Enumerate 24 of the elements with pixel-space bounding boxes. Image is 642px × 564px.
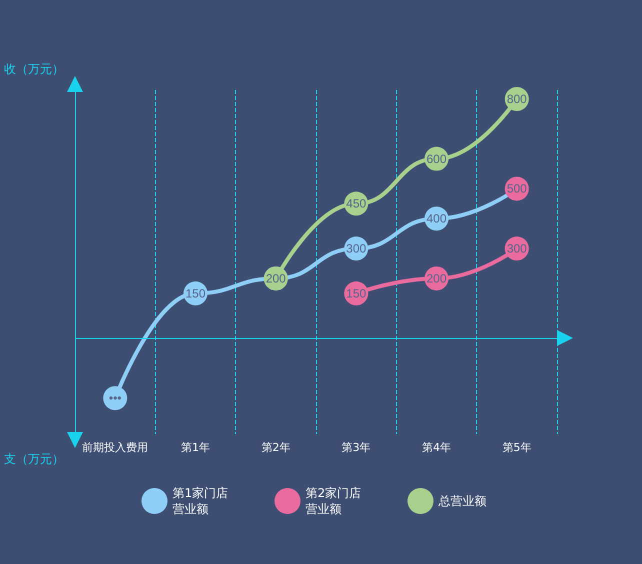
x-tick-label: 第5年 <box>502 441 532 454</box>
legend-label: 第1家门店营业额 <box>172 486 228 516</box>
x-tick-label: 第2年 <box>261 441 290 454</box>
x-tick-label: 前期投入费用 <box>82 441 148 454</box>
data-label: 300 <box>346 242 366 256</box>
data-label: 200 <box>266 271 286 286</box>
point <box>103 386 128 410</box>
x-tick-label: 第3年 <box>342 441 371 454</box>
legend-label: 第2家门店营业额 <box>306 486 362 516</box>
legend-label: 总营业额 <box>438 494 486 508</box>
x-tick-label: 第1年 <box>181 441 210 454</box>
x-tick-label: 第4年 <box>422 441 451 454</box>
data-label: 150 <box>185 286 206 300</box>
data-label: 150 <box>346 286 366 300</box>
y-axis-title: 收（万元） <box>4 62 64 76</box>
data-label: 200 <box>426 271 447 286</box>
data-label: 450 <box>346 196 366 211</box>
data-label: ••• <box>108 391 122 406</box>
data-label: 600 <box>426 152 447 166</box>
data-label: 400 <box>426 212 447 226</box>
data-label: 300 <box>506 242 528 256</box>
data-label: 800 <box>506 92 528 106</box>
data-label: 500 <box>506 182 528 196</box>
text: 支（万元） <box>4 452 64 466</box>
